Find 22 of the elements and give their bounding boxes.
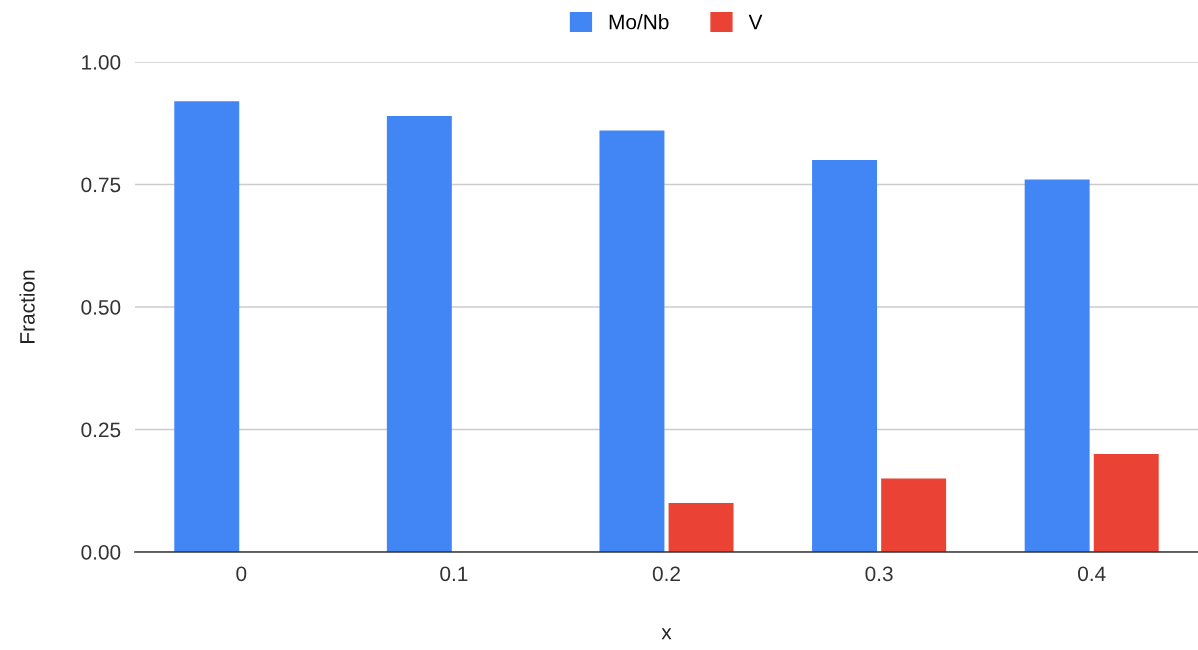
y-tick-label: 0.25 <box>81 422 121 438</box>
x-axis-title: x <box>661 628 672 640</box>
y-tick-label: 0.50 <box>81 300 121 315</box>
x-tick-label: 0 <box>236 566 247 582</box>
bar <box>881 478 947 552</box>
legend-label: V <box>748 14 763 30</box>
bar <box>599 130 665 552</box>
bar <box>1093 454 1159 552</box>
y-tick-label: 0.75 <box>81 177 121 193</box>
bar <box>812 160 878 552</box>
x-tick-label: 0.4 <box>1078 566 1106 582</box>
y-tick-label: 1.00 <box>82 55 121 70</box>
bar <box>174 101 240 552</box>
x-tick-label: 0.2 <box>652 566 680 582</box>
x-tick-label: 0.3 <box>865 566 893 582</box>
bar <box>668 503 734 552</box>
y-tick-label: 0.00 <box>81 545 121 560</box>
x-tick-label: 0.1 <box>440 566 468 582</box>
bar <box>386 115 452 552</box>
bar <box>1024 179 1090 552</box>
y-axis-title: Fraction <box>19 270 35 343</box>
legend-label: Mo/Nb <box>609 14 669 30</box>
